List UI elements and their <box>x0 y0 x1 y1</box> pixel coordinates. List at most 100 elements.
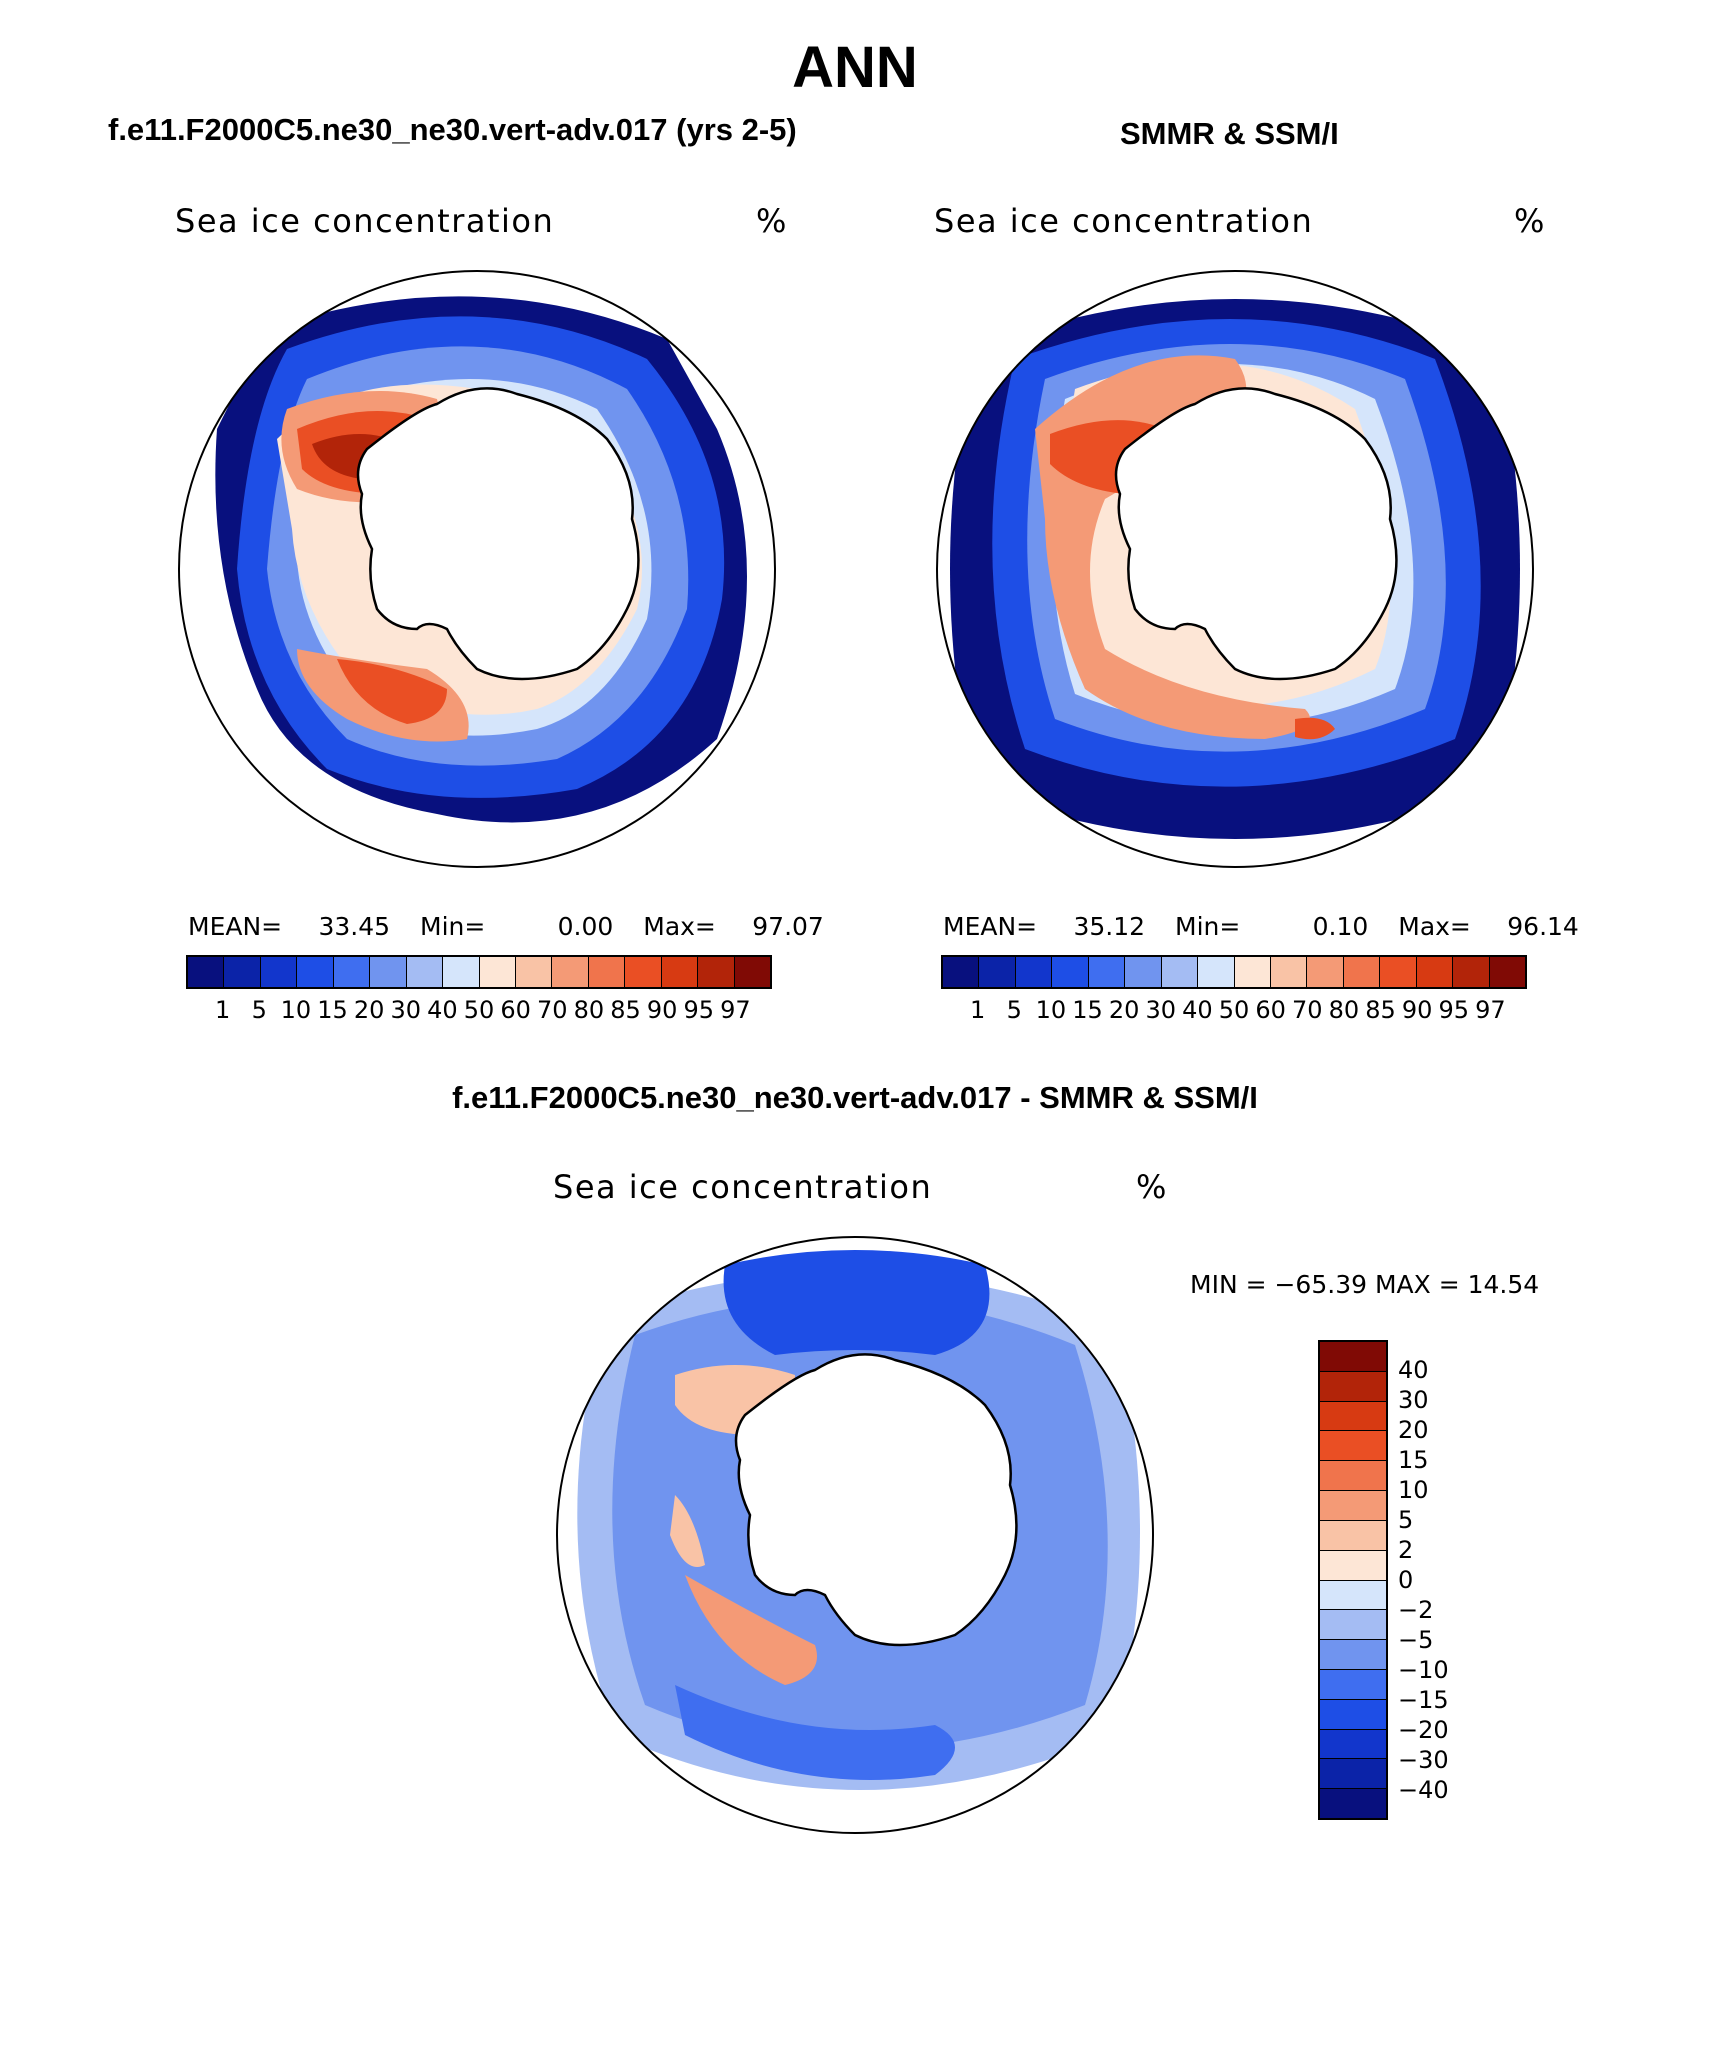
model-colorbar-swatch <box>406 957 444 987</box>
obs-colorbar-swatch <box>1416 957 1454 987</box>
model-unit: % <box>756 202 787 240</box>
diff-colorbar-swatch <box>1320 1401 1386 1432</box>
model-stats: MEAN= 33.45 Min= 0.00 Max= 97.07 <box>188 912 824 941</box>
model-colorbar-label: 70 <box>536 996 568 1024</box>
obs-colorbar-swatch <box>1270 957 1308 987</box>
model-colorbar-label: 30 <box>390 996 422 1024</box>
diff-range-text: MIN = −65.39 MAX = 14.54 <box>1190 1270 1540 1299</box>
obs-colorbar-label: 90 <box>1401 996 1433 1024</box>
obs-colorbar-swatch <box>1453 957 1490 987</box>
diff-colorbar <box>1318 1340 1388 1820</box>
obs-colorbar-label: 10 <box>1035 996 1067 1024</box>
obs-polar-map <box>936 270 1534 868</box>
model-panel-header: f.e11.F2000C5.ne30_ne30.vert-adv.017 (yr… <box>108 112 797 147</box>
model-colorbar-swatch <box>260 957 298 987</box>
diff-blue-north <box>723 1250 990 1355</box>
diff-colorbar-swatch <box>1320 1640 1386 1670</box>
obs-colorbar-label: 60 <box>1255 996 1286 1024</box>
model-colorbar-label: 40 <box>427 996 458 1024</box>
obs-colorbar-label: 1 <box>969 996 986 1024</box>
obs-colorbar-swatch <box>1015 957 1053 987</box>
model-colorbar-label: 5 <box>251 996 267 1024</box>
obs-plot-title: Sea ice concentration <box>934 202 1314 240</box>
model-colorbar-swatch <box>443 957 480 987</box>
model-colorbar-label: 95 <box>683 996 715 1024</box>
model-colorbar-label: 97 <box>720 996 751 1024</box>
obs-max-label: Max= <box>1398 912 1471 941</box>
model-colorbar-swatch <box>479 957 516 987</box>
obs-colorbar-swatch <box>979 957 1016 987</box>
antarctica-continent <box>1114 387 1398 681</box>
diff-colorbar-label: −30 <box>1398 1746 1449 1774</box>
diff-colorbar-label: 40 <box>1398 1356 1429 1384</box>
diff-colorbar-swatch <box>1320 1461 1386 1492</box>
diff-colorbar-label: 15 <box>1398 1446 1429 1474</box>
obs-max-value: 96.14 <box>1507 912 1579 941</box>
diff-colorbar-label: 0 <box>1398 1566 1414 1594</box>
model-min-label: Min= <box>420 912 486 941</box>
model-colorbar-label: 80 <box>573 996 605 1024</box>
obs-colorbar-label: 30 <box>1145 996 1177 1024</box>
antarctica-continent <box>734 1353 1018 1647</box>
diff-salmon-west <box>670 1495 705 1567</box>
obs-colorbar-swatch <box>1088 957 1126 987</box>
diff-colorbar-swatch <box>1320 1699 1386 1730</box>
model-colorbar-swatch <box>734 957 770 987</box>
diff-colorbar-label: 20 <box>1398 1416 1429 1444</box>
model-colorbar-label: 60 <box>500 996 531 1024</box>
diff-colorbar-swatch <box>1320 1550 1386 1581</box>
obs-colorbar-label: 95 <box>1438 996 1470 1024</box>
diff-colorbar-swatch <box>1320 1789 1386 1818</box>
diff-colorbar-swatch <box>1320 1371 1386 1402</box>
diff-colorbar-label: 10 <box>1398 1476 1429 1504</box>
obs-colorbar-swatch <box>1052 957 1089 987</box>
diff-colorbar-swatch <box>1320 1580 1386 1611</box>
obs-colorbar-label: 80 <box>1328 996 1360 1024</box>
model-colorbar-swatch <box>625 957 662 987</box>
obs-colorbar-label: 70 <box>1291 996 1323 1024</box>
model-colorbar-ticks: 1 5 10 15 20 30 40 50 60 70 80 85 90 95 97 <box>186 996 772 1026</box>
model-colorbar-swatch <box>698 957 735 987</box>
model-colorbar-swatch <box>661 957 699 987</box>
obs-colorbar-label: 97 <box>1475 996 1506 1024</box>
diff-colorbar-label: 30 <box>1398 1386 1429 1414</box>
obs-colorbar-swatch <box>1125 957 1162 987</box>
diff-colorbar-swatch <box>1320 1669 1386 1700</box>
diff-colorbar-label: −5 <box>1398 1626 1434 1654</box>
obs-colorbar-ticks: 1 5 10 15 20 30 40 50 60 70 80 85 90 95 97 <box>941 996 1527 1026</box>
diff-panel-header: f.e11.F2000C5.ne30_ne30.vert-adv.017 - S… <box>452 1080 1258 1115</box>
model-colorbar-swatch <box>552 957 589 987</box>
diff-colorbar-ticks: 40 30 20 15 10 5 2 0 −2 −5 −10 −15 −20 −30 −40 <box>1398 1340 1488 1820</box>
diff-colorbar-swatch <box>1320 1729 1386 1760</box>
obs-unit: % <box>1514 202 1545 240</box>
model-polar-map <box>178 270 776 868</box>
obs-colorbar-label: 20 <box>1108 996 1140 1024</box>
diff-colorbar-label: 2 <box>1398 1536 1414 1564</box>
model-plot-title: Sea ice concentration <box>175 202 555 240</box>
model-colorbar-swatch <box>588 957 626 987</box>
antarctica-continent <box>356 387 640 681</box>
obs-panel-header: SMMR & SSM/I <box>1120 116 1339 151</box>
diff-colorbar-swatch <box>1320 1520 1386 1551</box>
model-min-value: 0.00 <box>557 912 614 941</box>
model-colorbar <box>186 955 772 989</box>
model-colorbar-swatch <box>297 957 334 987</box>
obs-colorbar-swatch <box>1343 957 1381 987</box>
obs-colorbar-swatch <box>1380 957 1417 987</box>
obs-colorbar-label: 40 <box>1182 996 1213 1024</box>
model-colorbar-swatch <box>224 957 261 987</box>
diff-colorbar-label: 5 <box>1398 1506 1414 1534</box>
obs-colorbar <box>941 955 1527 989</box>
obs-stats: MEAN= 35.12 Min= 0.10 Max= 96.14 <box>943 912 1579 941</box>
model-max-label: Max= <box>643 912 716 941</box>
diff-colorbar-swatch <box>1320 1431 1386 1462</box>
model-colorbar-label: 85 <box>610 996 641 1024</box>
model-ice-orange-ross <box>337 659 447 724</box>
obs-mean-label: MEAN= <box>943 912 1038 941</box>
diff-colorbar-swatch <box>1320 1342 1386 1372</box>
obs-ice-orange-ross <box>1295 717 1335 740</box>
obs-colorbar-label: 5 <box>1006 996 1022 1024</box>
obs-colorbar-swatch <box>1234 957 1271 987</box>
diff-salmon-ross <box>685 1575 817 1685</box>
model-colorbar-label: 90 <box>646 996 678 1024</box>
